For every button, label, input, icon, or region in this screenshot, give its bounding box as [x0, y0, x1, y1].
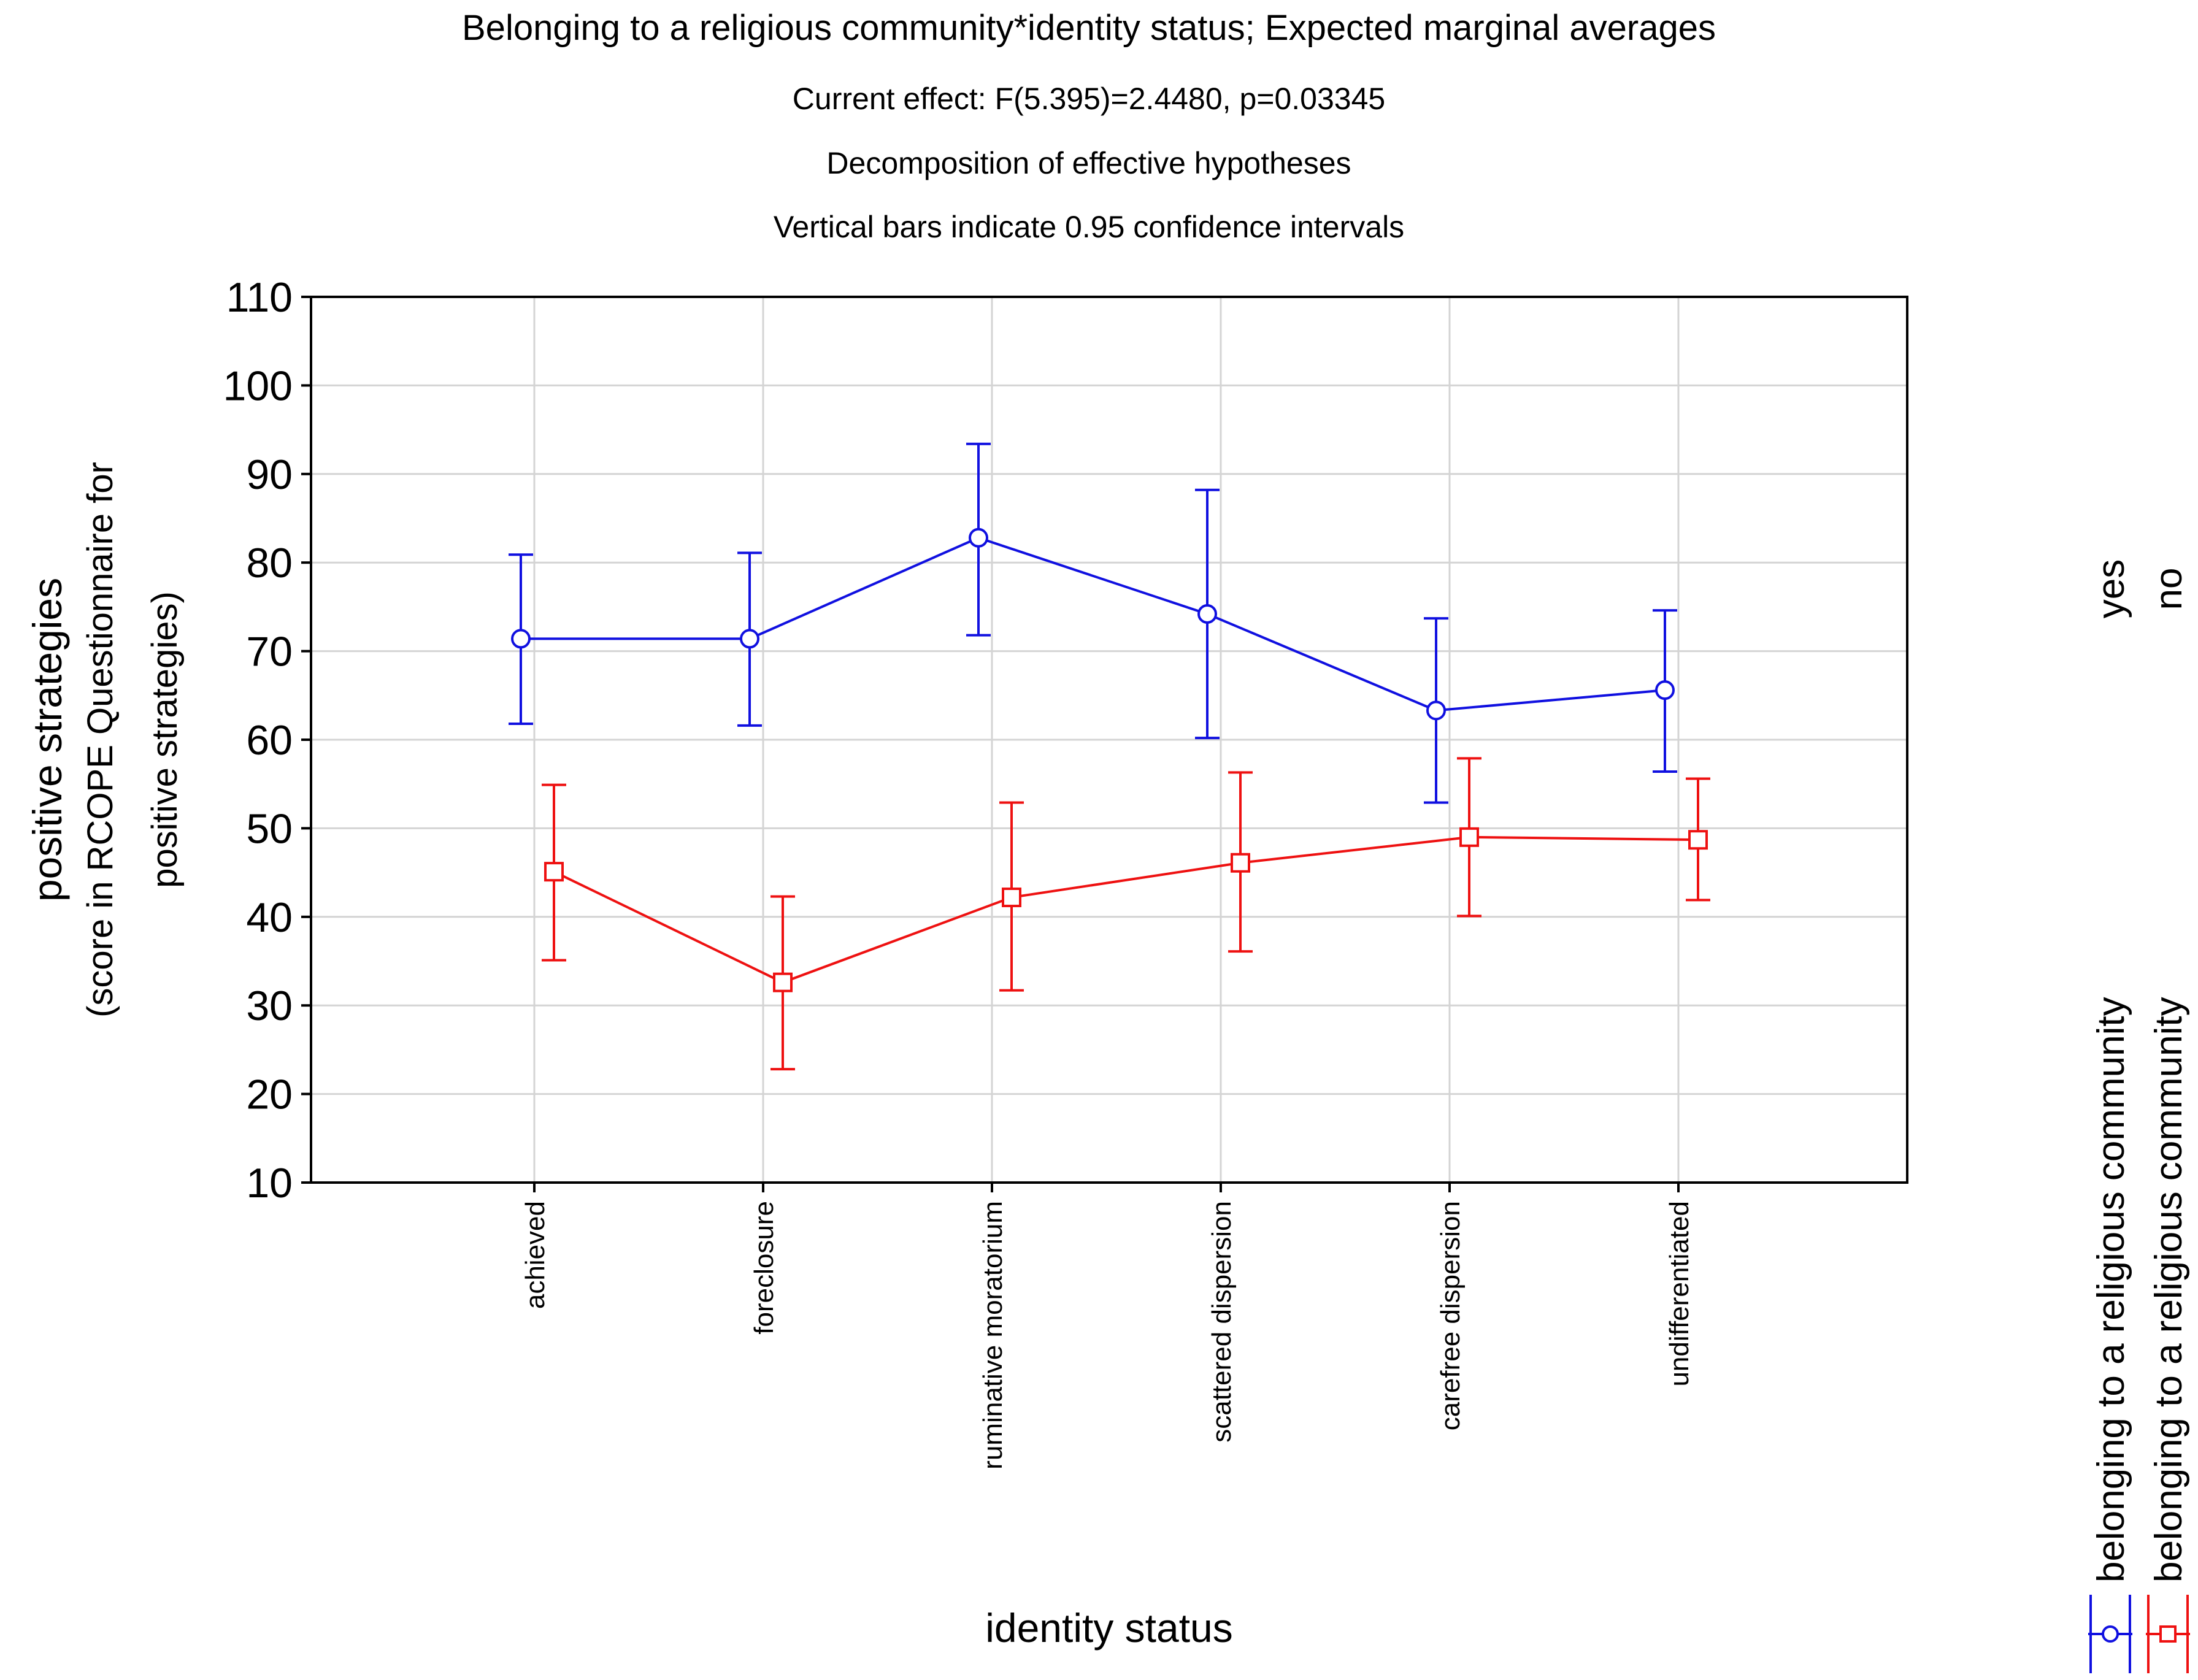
legend-value-no: no	[2148, 568, 2190, 610]
data-point	[1459, 827, 1479, 847]
legend-marker-yes	[2102, 1625, 2119, 1643]
y-tick-label: 50	[246, 805, 293, 852]
series-layer	[509, 442, 1710, 1071]
y-tick-label: 30	[246, 983, 293, 1029]
y-tick-label: 40	[246, 894, 293, 941]
chart-subtitle-ci-note: Vertical bars indicate 0.95 confidence i…	[774, 210, 1404, 244]
y-axis-label: positive strategies	[25, 578, 70, 902]
chart-subtitle-decomposition: Decomposition of effective hypotheses	[826, 146, 1351, 180]
x-tick-label: foreclosure	[749, 1201, 779, 1335]
legend-series-label-yes: belonging to a religious community	[2090, 997, 2132, 1582]
data-point	[511, 629, 531, 649]
data-point	[1688, 830, 1708, 850]
x-tick-label: scattered dispersion	[1207, 1201, 1237, 1443]
data-point	[773, 972, 793, 992]
series-line-no	[553, 835, 1699, 984]
x-tick-label: undifferentiated	[1664, 1201, 1694, 1387]
y-tick-label: 10	[246, 1160, 293, 1206]
chart-subtitle-effect: Current effect: F(5.395)=2.4480, p=0.033…	[793, 82, 1385, 116]
y-tick-label: 100	[223, 362, 293, 409]
data-point	[969, 527, 988, 548]
plot-frame	[310, 296, 1908, 1184]
y-tick-label: 60	[246, 717, 293, 764]
y-tick-label: 110	[226, 274, 293, 321]
gridlines	[311, 297, 1907, 1183]
data-point	[1231, 853, 1250, 873]
y-tick-label: 70	[246, 629, 293, 675]
data-point	[740, 629, 759, 649]
legend-value-yes: yes	[2090, 559, 2132, 618]
chart-title: Belonging to a religious community*ident…	[462, 8, 1716, 48]
series-line-yes	[521, 536, 1666, 712]
y-axis-label-sub-1: (score in RCOPE Questionnaire for	[80, 462, 120, 1018]
x-axis: achieved foreclosure ruminative moratorium…	[520, 1183, 1694, 1470]
y-axis: 10 20 30 40 50 60 70 80 90 100 110	[223, 274, 311, 1206]
y-axis-label-sub-2: positive strategies)	[145, 591, 185, 888]
legend-series-label-no: belonging to a religious community	[2148, 997, 2190, 1582]
y-tick-label: 90	[246, 451, 293, 498]
x-axis-label: identity status	[985, 1605, 1233, 1651]
legend-entry-no: belonging to a religious community no	[2146, 568, 2190, 1673]
x-tick-label: achieved	[520, 1201, 550, 1309]
data-point	[1002, 888, 1021, 908]
data-point	[544, 862, 564, 882]
y-tick-label: 20	[246, 1072, 293, 1118]
data-point	[1426, 700, 1446, 721]
x-tick-label: carefree dispersion	[1435, 1201, 1466, 1430]
y-tick-label: 80	[246, 540, 293, 586]
series-yes	[509, 442, 1677, 804]
legend-entry-yes: belonging to a religious community yes	[2088, 559, 2132, 1673]
legend-marker-no	[2159, 1625, 2177, 1643]
series-no	[542, 757, 1710, 1071]
x-tick-label: ruminative moratorium	[978, 1201, 1008, 1470]
legend: belonging to a religious community yes b…	[2088, 559, 2190, 1673]
data-point	[1655, 680, 1675, 700]
data-point	[1197, 604, 1217, 624]
